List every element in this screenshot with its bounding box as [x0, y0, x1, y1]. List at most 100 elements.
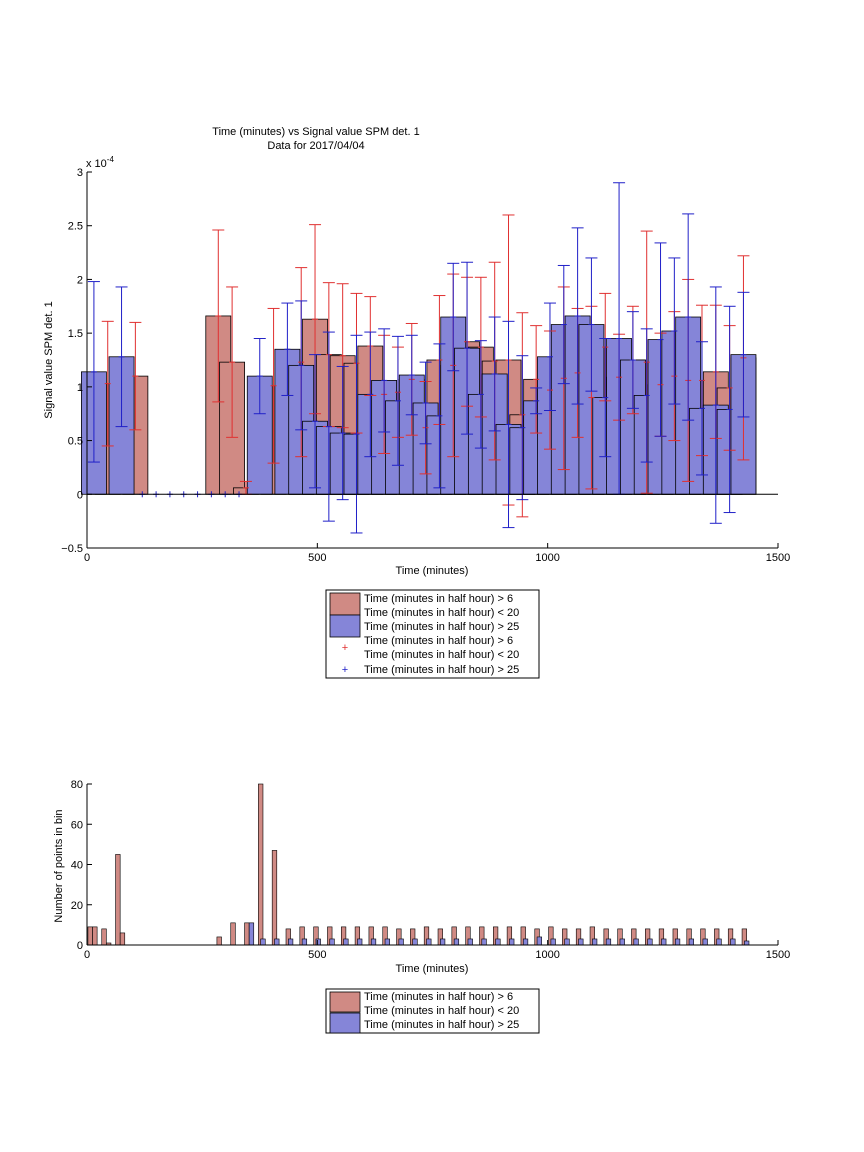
- legend: Time (minutes in half hour) > 6 Time (mi…: [325, 589, 540, 679]
- error-bar: [115, 286, 128, 428]
- error-bar: [378, 328, 391, 433]
- y-tick-label: 2.5: [68, 221, 83, 233]
- axes: 0 500 1000 1500 0 20 40 60 80: [71, 779, 790, 961]
- x-axis-label: Time (minutes): [396, 565, 469, 577]
- count-bar: [119, 932, 126, 946]
- count-bar: [426, 938, 432, 946]
- count-bar: [453, 938, 460, 946]
- legend-swatch-blue: [329, 614, 361, 638]
- legend-swatch-red: [329, 592, 361, 616]
- x-tick-label: 500: [308, 552, 326, 564]
- error-bar: [640, 328, 653, 463]
- x-tick-label: 0: [84, 949, 90, 961]
- count-bar: [216, 936, 222, 946]
- y-tick-label: 1.5: [68, 328, 83, 340]
- count-bar: [674, 938, 681, 946]
- count-bar: [536, 936, 542, 946]
- count-bar: [92, 926, 98, 946]
- count-bar: [730, 938, 736, 946]
- signal-chart: Time (minutes) vs Signal value SPM det. …: [43, 126, 790, 679]
- error-bar: [530, 325, 543, 434]
- y-tick-label: 60: [71, 819, 83, 831]
- error-bar: [695, 341, 708, 476]
- histogram-chart: 0 500 1000 1500 0 20 40 60 80 Time (minutes) Num…: [53, 779, 790, 1034]
- exponent-base: x 10: [86, 158, 107, 170]
- error-bar: [626, 311, 639, 409]
- y-tick-label: −0.5: [61, 543, 83, 555]
- count-bar: [647, 938, 653, 946]
- y-tick-label: 0: [77, 489, 83, 501]
- exponent-power: -4: [107, 155, 115, 164]
- error-bar: [87, 281, 100, 463]
- count-bar: [244, 922, 250, 946]
- count-bar: [230, 922, 236, 946]
- error-bar: [419, 361, 432, 445]
- count-bar: [702, 938, 708, 946]
- count-bar: [329, 938, 335, 946]
- error-bar: [350, 334, 363, 534]
- legend-entry-blue: Time (minutes in half hour) > 25: [364, 621, 519, 633]
- count-bar: [467, 938, 473, 946]
- error-bar: [530, 387, 543, 415]
- red-count-bars: [87, 783, 747, 946]
- x-tick-label: 1000: [535, 552, 559, 564]
- count-bar: [271, 850, 278, 946]
- count-bar: [481, 938, 487, 946]
- y-tick-label: 0.5: [68, 436, 83, 448]
- count-bar: [661, 938, 667, 946]
- legend-marker-red: +: [342, 642, 348, 654]
- error-bar: [723, 305, 736, 514]
- error-bar: [391, 335, 404, 466]
- count-bar: [398, 938, 404, 946]
- y-tick-label: 0: [77, 940, 83, 952]
- y-tick-label: 1: [77, 382, 83, 394]
- blue-series-bars: [81, 315, 757, 495]
- error-bar: [433, 343, 446, 489]
- count-bar: [440, 938, 446, 946]
- error-bar: [101, 320, 114, 447]
- error-bar: [488, 316, 501, 432]
- count-bar: [522, 938, 529, 946]
- error-bar: [295, 300, 308, 431]
- x-tick-label: 1500: [766, 949, 790, 961]
- count-bar: [688, 938, 694, 946]
- error-bar: [557, 264, 570, 385]
- error-bar: [322, 331, 335, 522]
- x-tick-label: 1000: [535, 949, 559, 961]
- count-bar: [115, 854, 121, 946]
- legend-entry-red-marker-line2: Time (minutes in half hour) < 20: [364, 649, 519, 661]
- legend-entry-blue: Time (minutes in half hour) > 25: [364, 1019, 519, 1031]
- count-bar: [101, 928, 107, 946]
- count-bar: [716, 938, 722, 946]
- y-tick-label: 3: [77, 167, 83, 179]
- error-bar: [253, 338, 266, 415]
- legend-entry-red-line2: Time (minutes in half hour) < 20: [364, 1005, 519, 1017]
- count-bar: [357, 938, 363, 946]
- chart-subtitle: Data for 2017/04/04: [267, 140, 364, 152]
- y-tick-label: 40: [71, 860, 83, 872]
- count-bar: [564, 938, 570, 946]
- y-tick-label: 2: [77, 274, 83, 286]
- count-bar: [370, 938, 377, 946]
- error-bar: [474, 340, 487, 449]
- x-tick-label: 500: [308, 949, 326, 961]
- legend-entry-blue-marker: Time (minutes in half hour) > 25: [364, 664, 519, 676]
- count-bar: [412, 938, 418, 946]
- legend-entry-red-line2: Time (minutes in half hour) < 20: [364, 607, 519, 619]
- x-tick-label: 0: [84, 552, 90, 564]
- count-bar: [384, 938, 390, 946]
- y-axis-label: Number of points in bin: [53, 809, 65, 922]
- legend-entry-red-marker-line1: Time (minutes in half hour) > 6: [364, 635, 513, 647]
- error-bar: [599, 338, 612, 458]
- axes: 0 500 1000 1500−0.500.511.522.53: [61, 167, 790, 564]
- y-tick-label: 20: [71, 900, 83, 912]
- count-bar: [301, 938, 308, 946]
- error-bar: [737, 291, 750, 418]
- error-bar: [447, 262, 460, 372]
- count-bar: [619, 938, 625, 946]
- error-bar: [668, 257, 681, 405]
- count-bar: [633, 938, 639, 946]
- legend-entry-red-line1: Time (minutes in half hour) > 6: [364, 593, 513, 605]
- x-tick-label: 1500: [766, 552, 790, 564]
